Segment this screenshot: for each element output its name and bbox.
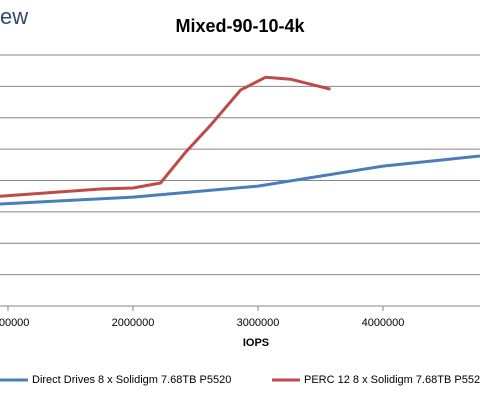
x-axis-label: IOPS bbox=[243, 337, 269, 349]
series-line bbox=[0, 75, 331, 198]
x-tick-label: 4000000 bbox=[362, 317, 405, 329]
legend-label: PERC 12 8 x Solidigm 7.68TB P5520 bbox=[304, 374, 480, 386]
logo: ew bbox=[0, 4, 28, 29]
chart-title: Mixed-90-10-4k bbox=[175, 16, 305, 36]
x-tick-label: 2000000 bbox=[112, 317, 155, 329]
series-line bbox=[0, 154, 480, 206]
legend-label: Direct Drives 8 x Solidigm 7.68TB P5520 bbox=[32, 374, 231, 386]
x-tick-label: 3000000 bbox=[237, 317, 280, 329]
x-tick-label: 1000000 bbox=[0, 317, 29, 329]
